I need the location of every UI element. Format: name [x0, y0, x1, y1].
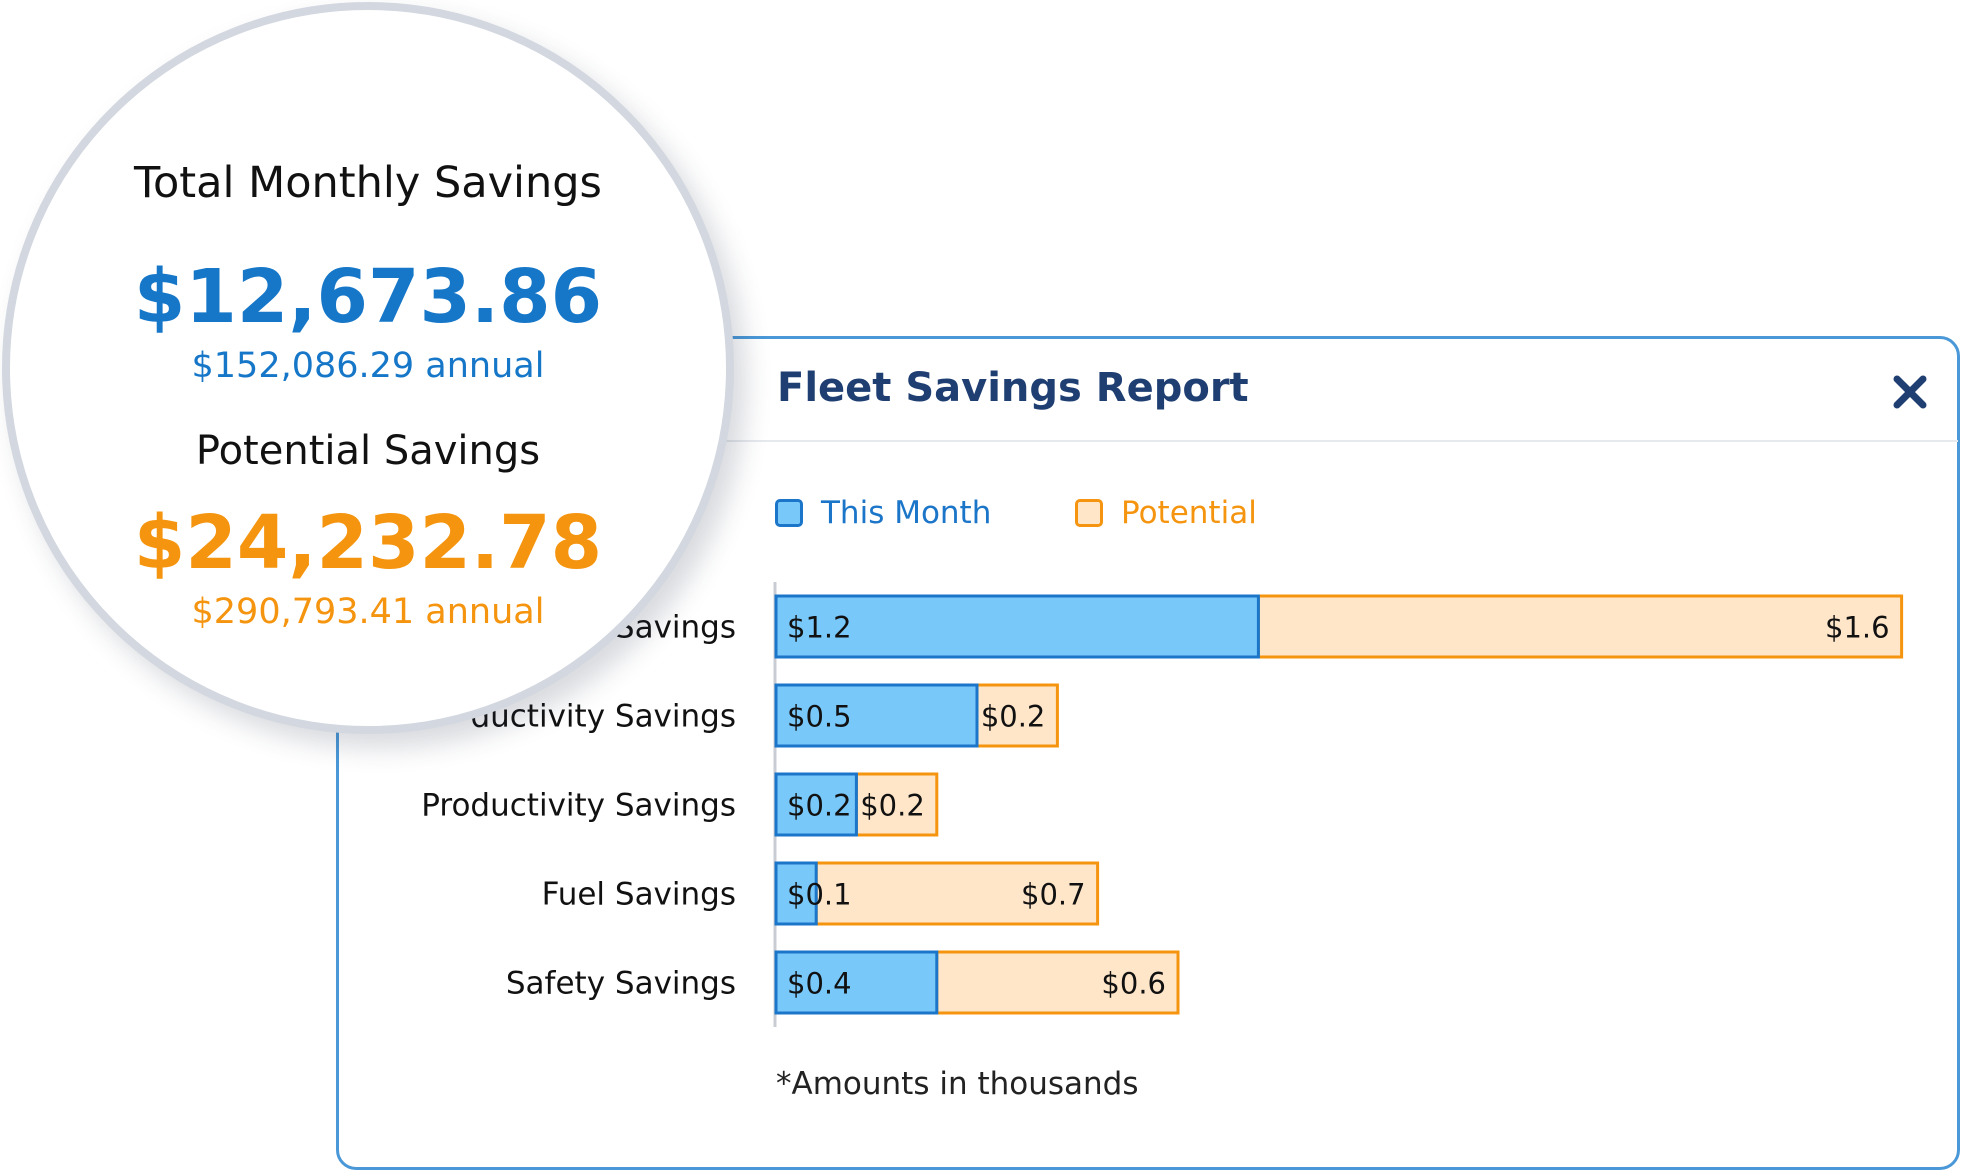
legend-swatch-this-month — [775, 499, 803, 527]
bar-this-month — [774, 950, 939, 1015]
data-label-potential: $1.6 — [1825, 611, 1890, 645]
bar-potential — [1256, 594, 1904, 659]
potential-savings-annual: $290,793.41 annual — [191, 592, 545, 632]
category-label: Fuel Savings — [542, 877, 736, 913]
bar-this-month — [774, 594, 1260, 659]
data-label-potential: $0.2 — [860, 789, 925, 823]
bar-potential — [975, 683, 1059, 748]
close-icon[interactable] — [1890, 372, 1930, 412]
legend-swatch-potential — [1075, 499, 1103, 527]
potential-savings-value: $24,232.78 — [133, 500, 603, 586]
bar-potential — [814, 861, 1100, 926]
bar-potential — [935, 950, 1180, 1015]
data-label-potential: $0.6 — [1101, 967, 1166, 1001]
legend-label-this-month: This Month — [821, 495, 992, 531]
monthly-savings-label: Total Monthly Savings — [134, 158, 602, 208]
legend-item-potential[interactable]: Potential — [1075, 490, 1257, 536]
monthly-savings-annual: $152,086.29 annual — [191, 346, 545, 386]
data-label-this-month: $0.1 — [787, 878, 852, 912]
bar-this-month — [774, 683, 979, 748]
monthly-savings-value: $12,673.86 — [133, 254, 603, 340]
chart-footnote: *Amounts in thousands — [776, 1066, 1139, 1102]
data-label-this-month: $1.2 — [787, 611, 852, 645]
legend-label-potential: Potential — [1121, 495, 1257, 531]
data-label-potential: $0.7 — [1021, 878, 1086, 912]
data-label-this-month: $0.4 — [787, 967, 852, 1001]
potential-savings-label: Potential Savings — [195, 428, 541, 474]
category-label: Productivity Savings — [421, 788, 736, 824]
savings-summary-magnifier: Total Monthly Savings $12,673.86 $152,08… — [2, 2, 734, 734]
data-label-this-month: $0.5 — [787, 700, 852, 734]
data-label-this-month: $0.2 — [787, 789, 852, 823]
category-label: Safety Savings — [506, 966, 736, 1002]
data-label-potential: $0.2 — [981, 700, 1046, 734]
category-label: ductivity Savings — [470, 699, 736, 735]
legend-item-this-month[interactable]: This Month — [775, 490, 991, 536]
header-divider — [700, 440, 1958, 442]
bar-this-month — [774, 772, 858, 837]
bar-this-month — [774, 861, 818, 926]
panel-title: Fleet Savings Report — [777, 365, 1249, 411]
